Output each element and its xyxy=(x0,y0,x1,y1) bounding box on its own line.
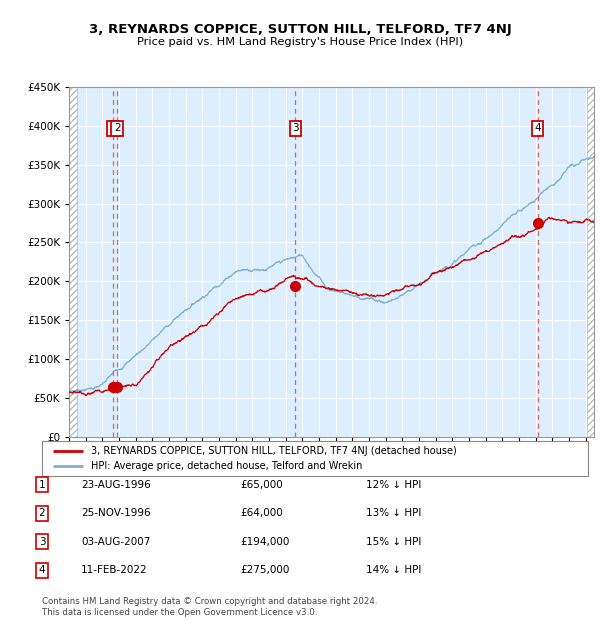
Text: £194,000: £194,000 xyxy=(240,537,289,547)
Text: 2: 2 xyxy=(114,123,121,133)
FancyBboxPatch shape xyxy=(42,441,588,476)
Text: 14% ↓ HPI: 14% ↓ HPI xyxy=(366,565,421,575)
Text: 13% ↓ HPI: 13% ↓ HPI xyxy=(366,508,421,518)
Text: 15% ↓ HPI: 15% ↓ HPI xyxy=(366,537,421,547)
Text: 12% ↓ HPI: 12% ↓ HPI xyxy=(366,480,421,490)
Text: 3: 3 xyxy=(292,123,299,133)
Text: 3, REYNARDS COPPICE, SUTTON HILL, TELFORD, TF7 4NJ: 3, REYNARDS COPPICE, SUTTON HILL, TELFOR… xyxy=(89,23,511,36)
Text: Contains HM Land Registry data © Crown copyright and database right 2024.
This d: Contains HM Land Registry data © Crown c… xyxy=(42,598,377,617)
Text: 4: 4 xyxy=(534,123,541,133)
Text: 3, REYNARDS COPPICE, SUTTON HILL, TELFORD, TF7 4NJ (detached house): 3, REYNARDS COPPICE, SUTTON HILL, TELFOR… xyxy=(91,446,457,456)
Text: 3: 3 xyxy=(38,537,46,547)
Text: 25-NOV-1996: 25-NOV-1996 xyxy=(81,508,151,518)
Text: 4: 4 xyxy=(38,565,46,575)
Text: HPI: Average price, detached house, Telford and Wrekin: HPI: Average price, detached house, Telf… xyxy=(91,461,362,471)
Text: 03-AUG-2007: 03-AUG-2007 xyxy=(81,537,151,547)
Text: 1: 1 xyxy=(38,480,46,490)
Text: 2: 2 xyxy=(38,508,46,518)
Text: £64,000: £64,000 xyxy=(240,508,283,518)
Text: Price paid vs. HM Land Registry's House Price Index (HPI): Price paid vs. HM Land Registry's House … xyxy=(137,37,463,47)
Text: 23-AUG-1996: 23-AUG-1996 xyxy=(81,480,151,490)
Text: 1: 1 xyxy=(110,123,116,133)
Text: 11-FEB-2022: 11-FEB-2022 xyxy=(81,565,148,575)
Text: £65,000: £65,000 xyxy=(240,480,283,490)
Text: £275,000: £275,000 xyxy=(240,565,289,575)
